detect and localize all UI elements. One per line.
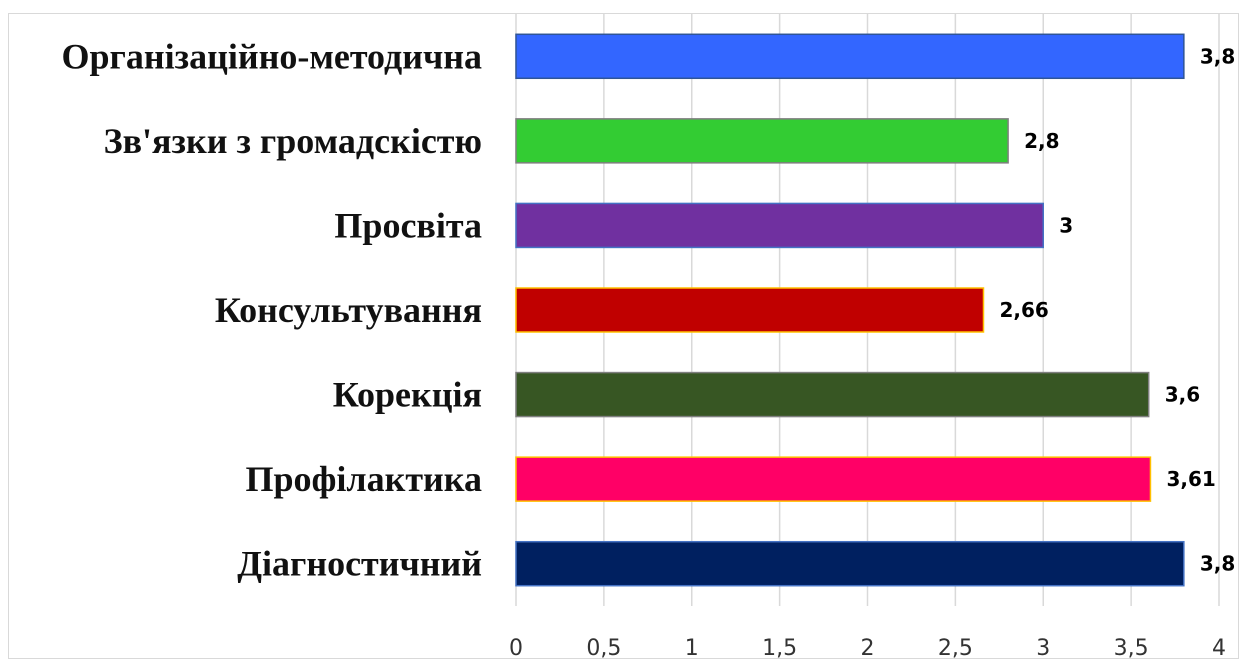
x-tick-label: 1 <box>685 636 699 661</box>
x-tick-label: 0,5 <box>586 636 621 661</box>
bars <box>515 33 1185 587</box>
category-label: Зв'язки з громадскістю <box>104 121 482 161</box>
bar <box>515 540 1185 587</box>
x-tick-label: 4 <box>1212 636 1226 661</box>
data-label: 3 <box>1059 213 1073 237</box>
x-tick-label: 3 <box>1036 636 1050 661</box>
data-label: 3,61 <box>1166 467 1215 491</box>
gridlines <box>515 14 1220 606</box>
data-label: 3,8 <box>1200 552 1235 576</box>
data-label: 3,8 <box>1200 44 1235 68</box>
data-label: 3,6 <box>1165 383 1200 407</box>
category-label: Просвіта <box>334 205 482 245</box>
bar <box>515 118 1009 164</box>
bar <box>515 202 1044 249</box>
data-label: 2,66 <box>999 298 1048 322</box>
category-label: Діагностичний <box>237 544 482 584</box>
labels: 0 0,5 1 1,5 2 2,5 3 3,5 4 Організаційно-методична… <box>62 36 1236 661</box>
bar <box>515 33 1185 80</box>
bar <box>515 371 1150 418</box>
category-label: Профілактика <box>246 459 483 499</box>
x-tick-label: 2 <box>861 636 875 661</box>
x-tick-label: 2,5 <box>938 636 973 661</box>
x-tick-label: 0 <box>509 636 523 661</box>
bar <box>515 287 985 333</box>
x-tick-label: 3,5 <box>1114 636 1149 661</box>
x-tick-label: 1,5 <box>762 636 797 661</box>
category-label: Корекція <box>333 375 482 415</box>
bar <box>515 456 1152 502</box>
category-label: Консультування <box>215 290 482 330</box>
category-label: Організаційно-методична <box>62 36 482 76</box>
data-label: 2,8 <box>1024 129 1059 153</box>
